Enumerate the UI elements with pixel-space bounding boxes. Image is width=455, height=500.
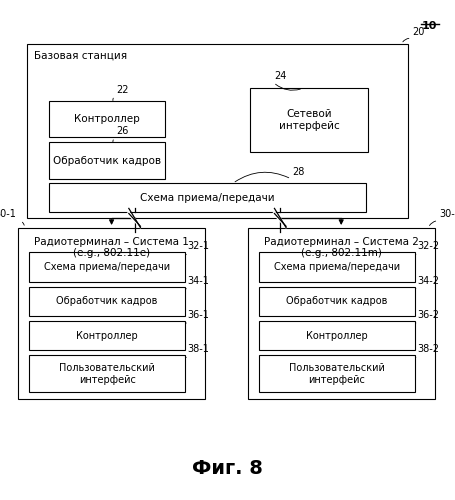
- FancyBboxPatch shape: [259, 356, 415, 392]
- Text: 30-2: 30-2: [440, 209, 455, 219]
- Text: Обработчик кадров: Обработчик кадров: [286, 296, 388, 306]
- Text: Схема приема/передачи: Схема приема/передачи: [44, 262, 170, 272]
- FancyBboxPatch shape: [259, 321, 415, 350]
- FancyBboxPatch shape: [29, 287, 185, 316]
- Text: 38-2: 38-2: [417, 344, 439, 354]
- Text: Пользовательский
интерфейс: Пользовательский интерфейс: [59, 363, 155, 384]
- Text: Схема приема/передачи: Схема приема/передачи: [274, 262, 400, 272]
- FancyBboxPatch shape: [250, 88, 368, 152]
- Text: Контроллер: Контроллер: [306, 331, 368, 341]
- Text: 20: 20: [413, 27, 425, 37]
- Text: Радиотерминал – Система 1
(e.g., 802.11e): Радиотерминал – Система 1 (e.g., 802.11e…: [34, 237, 189, 258]
- FancyBboxPatch shape: [49, 142, 165, 179]
- Text: Базовая станция: Базовая станция: [34, 50, 126, 60]
- Text: 34-2: 34-2: [417, 276, 439, 286]
- Text: Пользовательский
интерфейс: Пользовательский интерфейс: [289, 363, 384, 384]
- Text: Контроллер: Контроллер: [74, 114, 140, 124]
- Text: 30-1: 30-1: [0, 209, 15, 219]
- Text: 22: 22: [116, 84, 128, 94]
- Text: Контроллер: Контроллер: [76, 331, 138, 341]
- Text: 32-2: 32-2: [417, 242, 439, 252]
- Text: 36-1: 36-1: [187, 310, 209, 320]
- Text: 32-1: 32-1: [187, 242, 209, 252]
- FancyBboxPatch shape: [29, 356, 185, 392]
- FancyBboxPatch shape: [248, 228, 435, 400]
- Text: Обработчик кадров: Обработчик кадров: [53, 156, 161, 166]
- Text: 38-1: 38-1: [187, 344, 209, 354]
- Text: 10: 10: [421, 20, 437, 30]
- Text: Сетевой
интерфейс: Сетевой интерфейс: [278, 110, 339, 131]
- Text: 26: 26: [116, 126, 128, 136]
- Text: 28: 28: [292, 168, 304, 177]
- Text: 34-1: 34-1: [187, 276, 209, 286]
- FancyBboxPatch shape: [29, 321, 185, 350]
- Text: Обработчик кадров: Обработчик кадров: [56, 296, 158, 306]
- FancyBboxPatch shape: [49, 100, 165, 138]
- Text: Радиотерминал – Система 2
(e.g., 802.11m): Радиотерминал – Система 2 (e.g., 802.11m…: [264, 237, 419, 258]
- FancyBboxPatch shape: [18, 228, 205, 400]
- FancyBboxPatch shape: [259, 252, 415, 282]
- FancyBboxPatch shape: [49, 184, 366, 212]
- FancyBboxPatch shape: [29, 252, 185, 282]
- Text: Схема приема/передачи: Схема приема/передачи: [140, 192, 275, 202]
- FancyBboxPatch shape: [27, 44, 408, 218]
- Text: 36-2: 36-2: [417, 310, 439, 320]
- FancyBboxPatch shape: [259, 287, 415, 316]
- Text: Фиг. 8: Фиг. 8: [192, 458, 263, 477]
- Text: 24: 24: [274, 71, 287, 81]
